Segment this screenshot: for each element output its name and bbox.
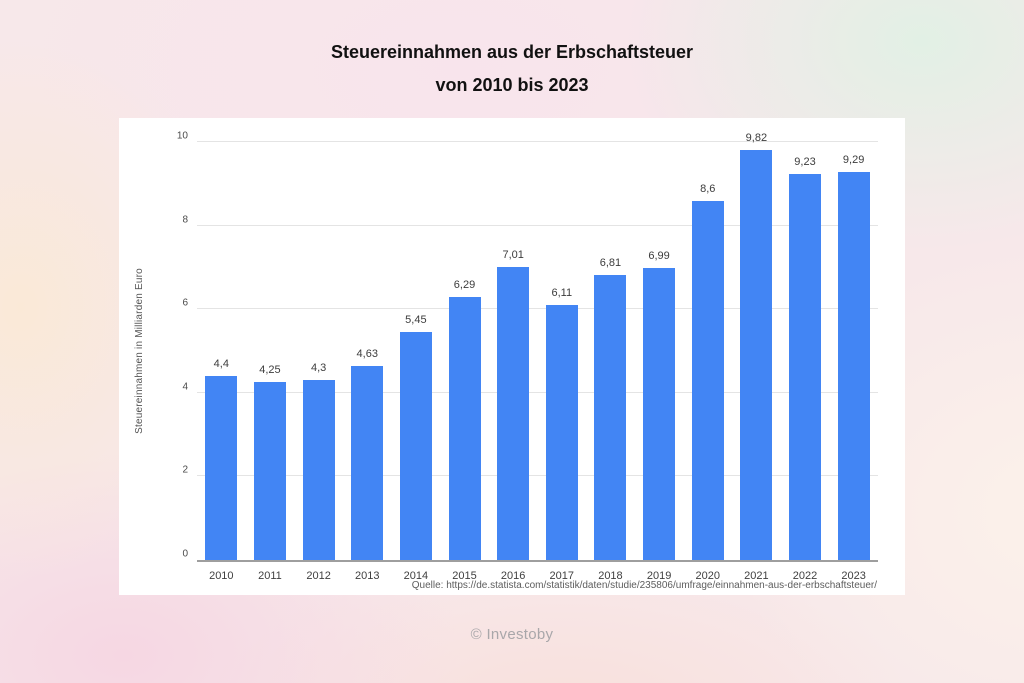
bar-value-label: 4,63 [356, 348, 378, 361]
bars-layer: 4,4 2010 4,25 2011 4,3 2012 4,63 2013 5,45 2014 6,… [197, 132, 878, 582]
watermark: © Investoby [470, 626, 554, 643]
page-title: Steuereinnahmen aus der Erbschaftsteuer … [0, 36, 1024, 102]
bar [497, 266, 530, 560]
bar [302, 380, 335, 560]
x-tick-label: 2015 [452, 570, 477, 582]
y-axis-title: Steuereinnahmen in Milliarden Euro [134, 268, 145, 434]
bar [691, 200, 724, 560]
bar-slot: 8,6 2020 [683, 142, 732, 582]
bar-value-label: 6,81 [599, 257, 622, 270]
bar-slot: 6,99 2019 [635, 142, 684, 582]
x-tick-label: 2023 [841, 570, 866, 582]
x-tick-label: 2014 [403, 570, 429, 582]
x-tick-label: 2011 [258, 570, 282, 582]
bar [351, 366, 384, 560]
bar-value-label: 6,99 [648, 249, 670, 262]
bar-value-label: 4,3 [310, 362, 327, 375]
bar-value-label: 8,6 [700, 182, 716, 195]
x-tick-label: 2016 [500, 570, 526, 582]
y-tick-label: 10 [176, 130, 188, 142]
bar-value-label: 9,23 [794, 156, 816, 169]
x-tick-label: 2021 [744, 570, 769, 582]
gridline [197, 475, 878, 477]
bar [253, 382, 286, 560]
bar-slot: 6,11 2017 [537, 142, 586, 582]
bar [545, 304, 578, 560]
bar [837, 171, 870, 560]
bar [594, 275, 627, 560]
bar-slot: 9,82 2021 [732, 132, 781, 582]
bar-value-label: 5,45 [405, 314, 427, 327]
y-tick-label: 8 [182, 214, 188, 226]
x-tick-label: 2010 [209, 570, 234, 582]
bar-slot: 4,4 2010 [197, 142, 246, 582]
x-tick-label: 2017 [549, 570, 575, 582]
bar [740, 149, 773, 560]
bar-slot: 5,45 2014 [392, 142, 441, 582]
bar-value-label: 6,11 [551, 286, 573, 299]
gridline [197, 391, 878, 393]
bar-value-label: 4,4 [213, 358, 229, 371]
gridline [197, 141, 878, 142]
bar-slot: 6,81 2018 [586, 142, 635, 582]
gridline [197, 224, 878, 226]
x-tick-label: 2013 [354, 570, 380, 582]
bar-value-label: 4,25 [259, 364, 281, 377]
x-tick-label: 2019 [646, 570, 672, 582]
bar-slot: 4,3 2012 [294, 142, 343, 582]
x-tick-label: 2018 [598, 570, 623, 582]
bar-slot: 6,29 2015 [440, 142, 489, 582]
chart-card: Steuereinnahmen in Milliarden Euro 0 2 4 6 8… [119, 118, 905, 595]
y-tick-label: 6 [182, 297, 188, 309]
gridline [197, 308, 878, 310]
bar [399, 332, 432, 560]
bar-value-label: 7,01 [502, 248, 524, 261]
x-tick-label: 2012 [306, 570, 331, 582]
y-tick-label: 2 [182, 464, 188, 476]
bar-value-label: 6,29 [453, 279, 476, 292]
page-title-line1: Steuereinnahmen aus der Erbschaftsteuer [330, 42, 694, 62]
bar-value-label: 9,82 [745, 131, 768, 144]
plot-area: 0 2 4 6 8 10 4,4 2010 4,25 2011 4,3 2012 4,63 2013 5,… [177, 131, 878, 582]
x-tick-label: 2020 [695, 570, 720, 582]
y-tick-label: 4 [182, 381, 188, 393]
y-tick-label: 0 [182, 548, 188, 560]
bar [643, 267, 676, 560]
bar-value-label: 9,29 [842, 153, 865, 166]
bar-slot: 7,01 2016 [489, 142, 538, 582]
bar-slot: 9,29 2023 [829, 142, 878, 582]
bar-slot: 4,25 2011 [246, 142, 295, 582]
bar-slot: 9,23 2022 [781, 142, 830, 582]
bar [448, 297, 481, 560]
bar-slot: 4,63 2013 [343, 142, 392, 582]
bar [789, 174, 821, 560]
bar [205, 376, 238, 560]
source-attribution: Quelle: https://de.statista.com/statisti… [411, 580, 877, 591]
x-tick-label: 2022 [792, 570, 818, 582]
page-title-line2: von 2010 bis 2023 [435, 75, 589, 95]
